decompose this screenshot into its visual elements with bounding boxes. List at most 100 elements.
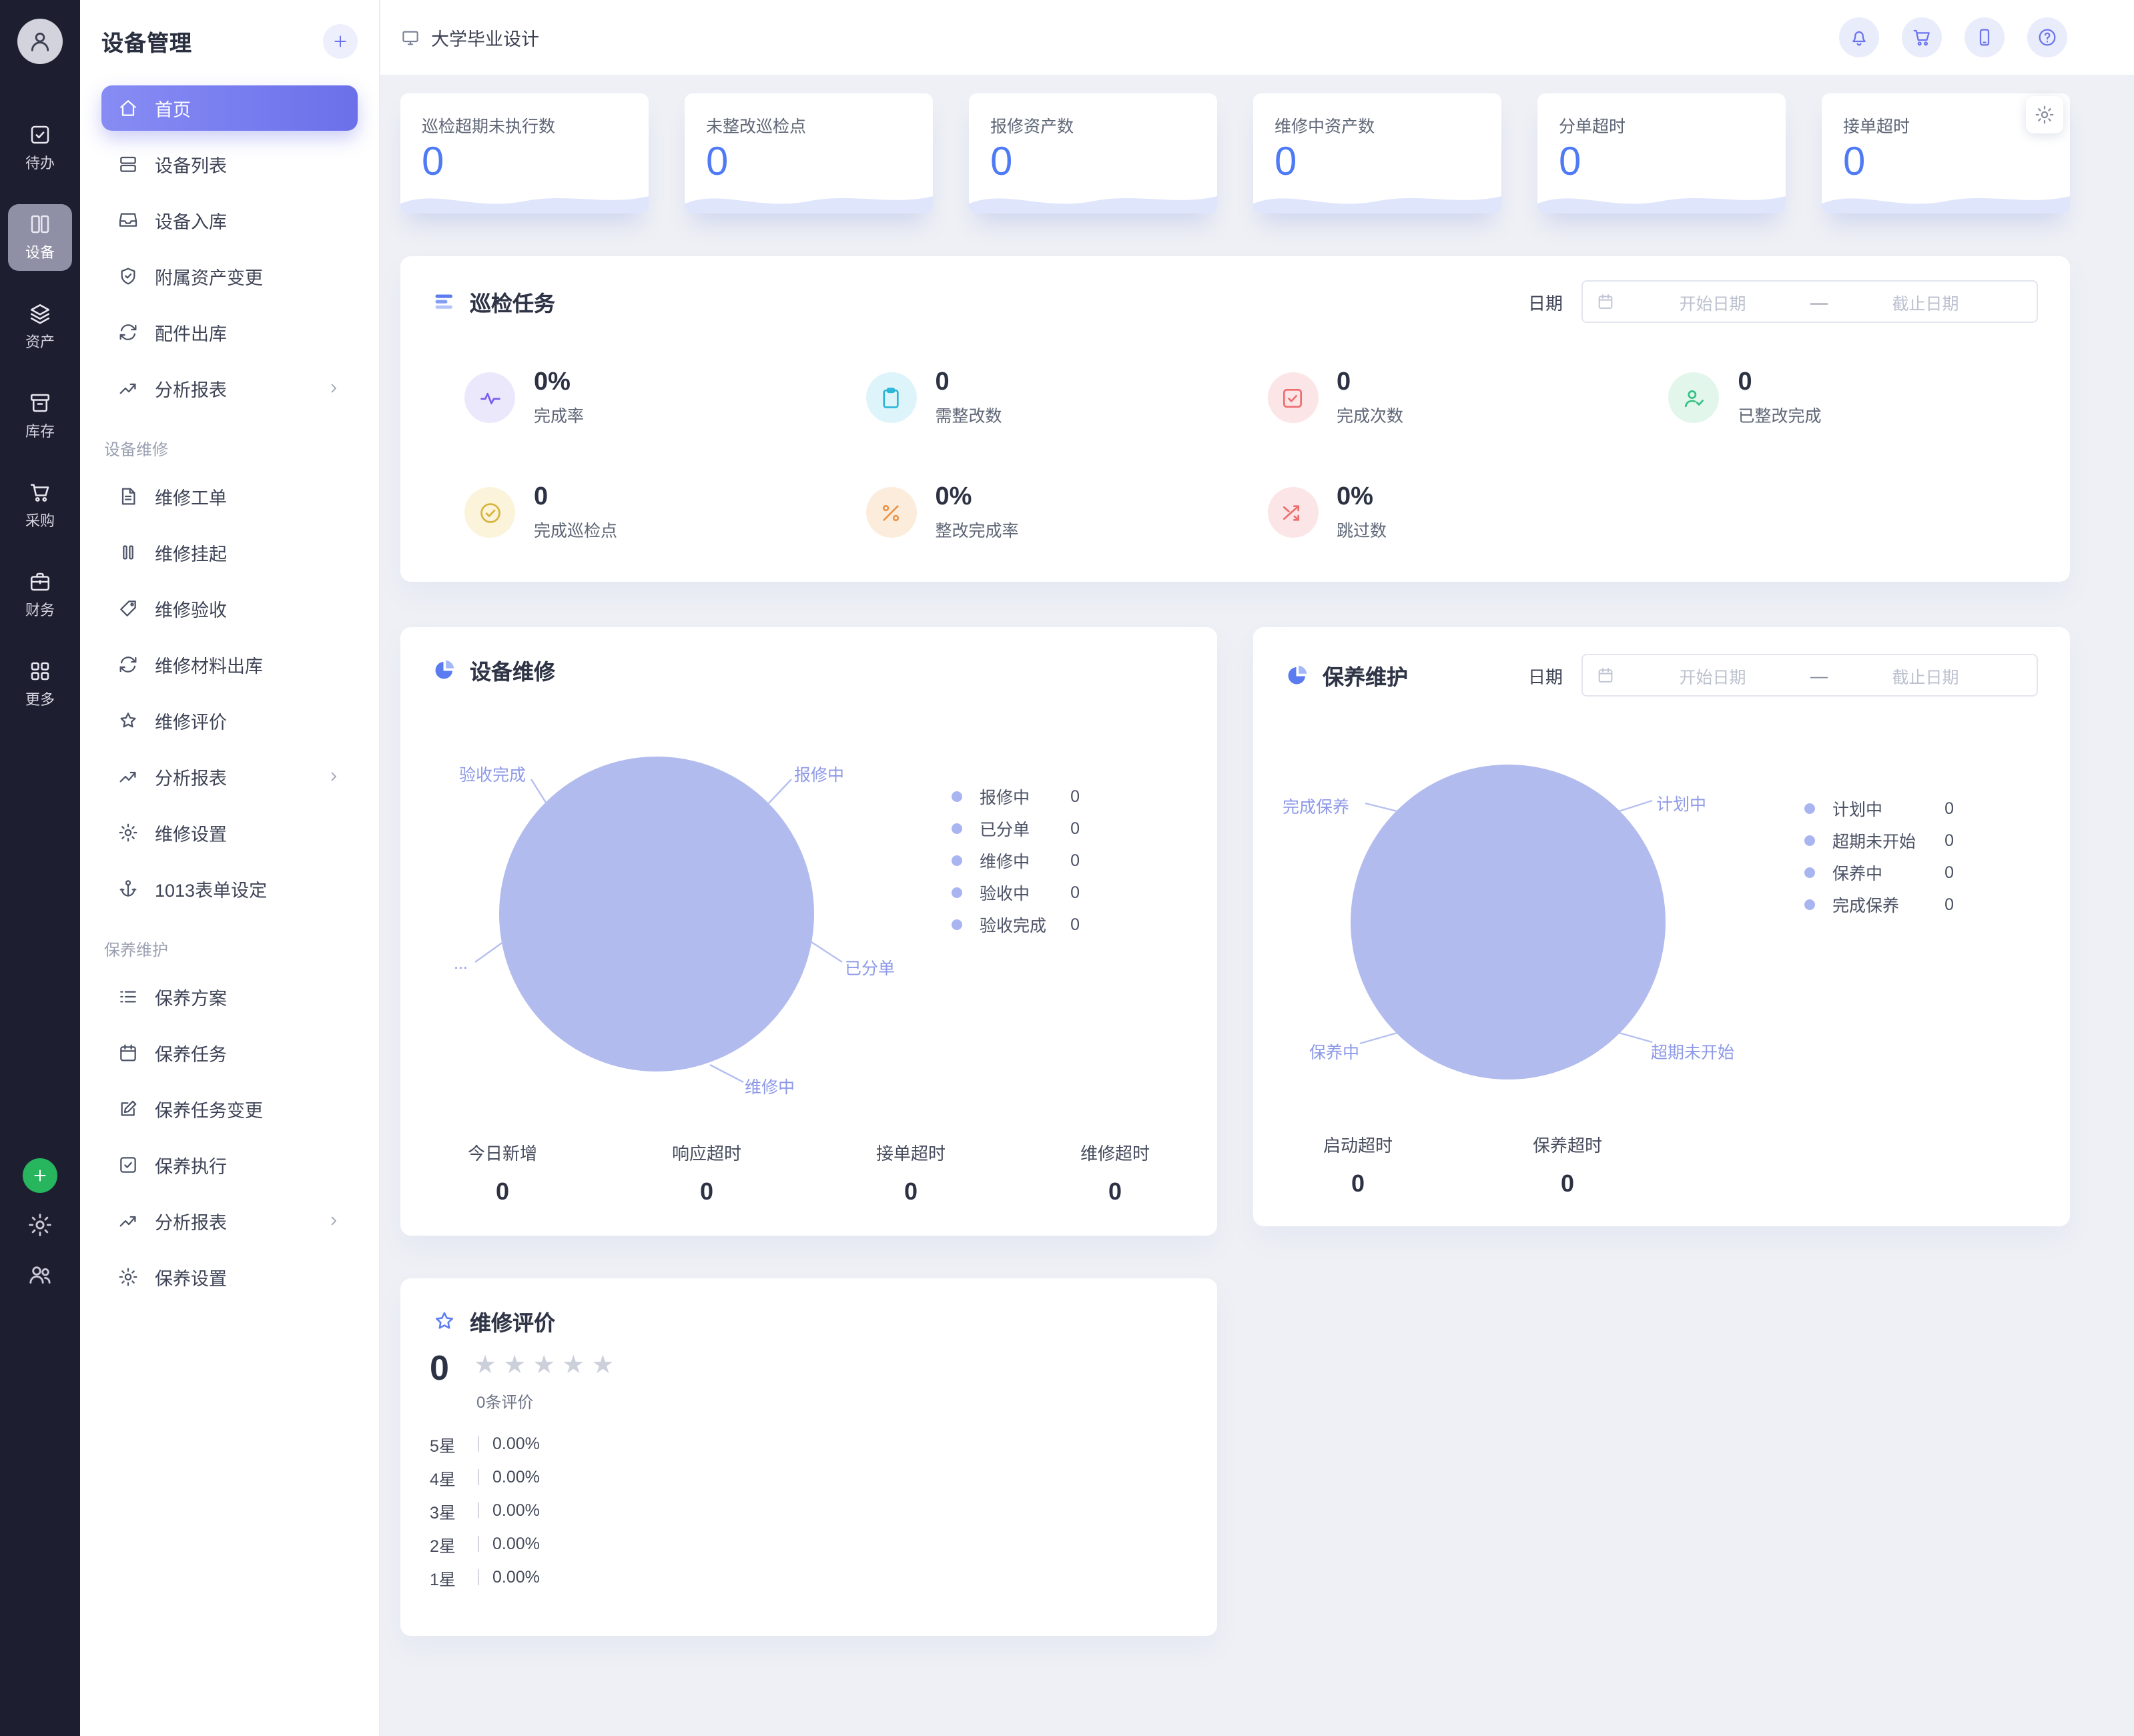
rail-item-inventory[interactable]: 库存 [8, 383, 72, 450]
sidebar-item-16[interactable]: 保养方案 [101, 974, 358, 1019]
inspection-stat-value: 0% [534, 368, 571, 396]
divider [478, 1569, 479, 1585]
rating-row-label: 2星 [430, 1537, 456, 1555]
rail-item-finance[interactable]: 财务 [8, 562, 72, 628]
sidebar-item-18[interactable]: 保养任务变更 [101, 1086, 358, 1132]
dashboard-settings-button[interactable] [2026, 96, 2063, 133]
rail-item-more[interactable]: 更多 [8, 651, 72, 718]
legend-dot [1804, 899, 1815, 909]
calendar-icon [1596, 666, 1615, 685]
star-icon [117, 710, 139, 731]
sidebar-item-21[interactable]: 保养设置 [101, 1254, 358, 1300]
settings-button[interactable] [27, 1212, 53, 1242]
sidebar-item-1[interactable]: 设备列表 [101, 141, 358, 187]
sidebar-item-label: 设备入库 [155, 212, 227, 232]
wave-decoration [400, 196, 649, 213]
start-date-placeholder: 开始日期 [1679, 294, 1746, 313]
inspection-stat-label: 需整改数 [935, 407, 1002, 426]
rail-item-cart[interactable]: 采购 [8, 472, 72, 539]
rating-row: 1星 0.00% [430, 1567, 540, 1589]
sidebar-item-label: 设备列表 [155, 156, 227, 176]
gear-icon [117, 1266, 139, 1288]
gear-icon [27, 1212, 53, 1238]
sidebar-item-11[interactable]: 维修评价 [101, 698, 358, 743]
monitor-icon [400, 27, 420, 47]
pie-stat-value: 0 [699, 1178, 713, 1205]
date-filter: 日期 开始日期 — 截止日期 [1528, 280, 2038, 323]
sidebar-item-17[interactable]: 保养任务 [101, 1030, 358, 1075]
user-check-icon [1682, 385, 1707, 410]
legend-dot [952, 823, 962, 833]
notifications-button[interactable] [1839, 17, 1879, 57]
sidebar-item-4[interactable]: 配件出库 [101, 310, 358, 355]
stat-card-value: 0 [1843, 140, 1866, 184]
pie-label: 超期未开始 [1651, 1043, 1735, 1062]
card-title: 维修评价 [432, 1305, 555, 1337]
pie-stat-value: 0 [1560, 1170, 1574, 1197]
date-range-input[interactable]: 开始日期 — 截止日期 [1581, 280, 2038, 323]
team-button[interactable] [27, 1261, 53, 1292]
more-icon [28, 659, 52, 683]
inspection-stat: 0 完成次数 [1235, 368, 1637, 427]
help-button[interactable] [2027, 17, 2067, 57]
sidebar-item-label: 首页 [155, 100, 191, 120]
sidebar-item-3[interactable]: 附属资产变更 [101, 254, 358, 299]
inspection-stats-grid: 0% 完成率 0 需整改数 0 完成次数 0 已整改完成 0 [432, 368, 2038, 542]
cart-icon [28, 480, 52, 504]
bars-chart-icon [432, 290, 456, 314]
menu-section-label: 保养维护 [104, 941, 169, 959]
cart-button[interactable] [1902, 17, 1942, 57]
users-icon [27, 1261, 53, 1288]
card-header: 保养维护 日期 开始日期 — 截止日期 [1285, 654, 2038, 697]
sidebar-item-8[interactable]: 维修挂起 [101, 530, 358, 575]
pie-stat-value: 0 [904, 1178, 918, 1205]
legend-row: 完成保养 0 [1804, 893, 1954, 915]
sidebar-item-5[interactable]: 分析报表 [101, 366, 358, 411]
stat-card: 分单超时 0 [1537, 93, 1786, 213]
pie-stat-value: 0 [1108, 1178, 1122, 1205]
date-range-input[interactable]: 开始日期 — 截止日期 [1581, 654, 2038, 697]
pie-label: 报修中 [794, 766, 845, 785]
legend-value: 0 [1070, 787, 1080, 805]
rail-item-todo[interactable]: 待办 [8, 115, 72, 181]
inspection-stat: 0% 完成率 [432, 368, 834, 427]
sidebar-item-2[interactable]: 设备入库 [101, 197, 358, 243]
quick-add-button[interactable] [23, 1158, 57, 1193]
rail-item-assets[interactable]: 资产 [8, 294, 72, 360]
chevron-right-icon [326, 769, 342, 785]
sidebar-item-label: 分析报表 [155, 1213, 227, 1233]
rail-item-device[interactable]: 设备 [8, 204, 72, 271]
sidebar-add-button[interactable] [323, 24, 358, 59]
avatar[interactable] [17, 19, 63, 64]
sidebar-item-20[interactable]: 分析报表 [101, 1198, 358, 1244]
star-rating: ★ ★ ★ ★ ★ [474, 1350, 615, 1381]
cart-icon [1911, 27, 1932, 48]
sidebar-item-12[interactable]: 分析报表 [101, 754, 358, 799]
sidebar-item-10[interactable]: 维修材料出库 [101, 642, 358, 687]
sidebar-item-7[interactable]: 维修工单 [101, 474, 358, 519]
pie-stat: 响应超时 0 [605, 1140, 809, 1206]
sidebar-item-13[interactable]: 维修设置 [101, 810, 358, 855]
legend-label: 计划中 [1832, 801, 1883, 819]
sidebar-item-0[interactable]: 首页 [101, 85, 358, 131]
mobile-button[interactable] [1965, 17, 2005, 57]
cycle-icon [117, 654, 139, 675]
phone-icon [1974, 27, 1995, 48]
pie-chart-icon [1285, 663, 1309, 687]
rail-item-label: 财务 [25, 603, 55, 619]
sidebar-item-9[interactable]: 维修验收 [101, 586, 358, 631]
pie-stat-label: 启动超时 [1323, 1136, 1393, 1156]
gear-icon [117, 822, 139, 843]
breadcrumb: 大学毕业设计 [400, 24, 539, 51]
legend-dot [1804, 867, 1815, 877]
pie-label: ... [454, 954, 468, 973]
legend-dot [1804, 803, 1815, 813]
trend-icon [117, 766, 139, 787]
check-circle-icon [477, 500, 502, 525]
sidebar-header: 设备管理 [101, 19, 358, 64]
pie-label: 保养中 [1309, 1043, 1360, 1062]
date-label: 日期 [1527, 293, 1563, 313]
sidebar-item-label: 维修评价 [155, 713, 227, 733]
sidebar-item-14[interactable]: 1013表单设定 [101, 866, 358, 911]
sidebar-item-19[interactable]: 保养执行 [101, 1142, 358, 1188]
